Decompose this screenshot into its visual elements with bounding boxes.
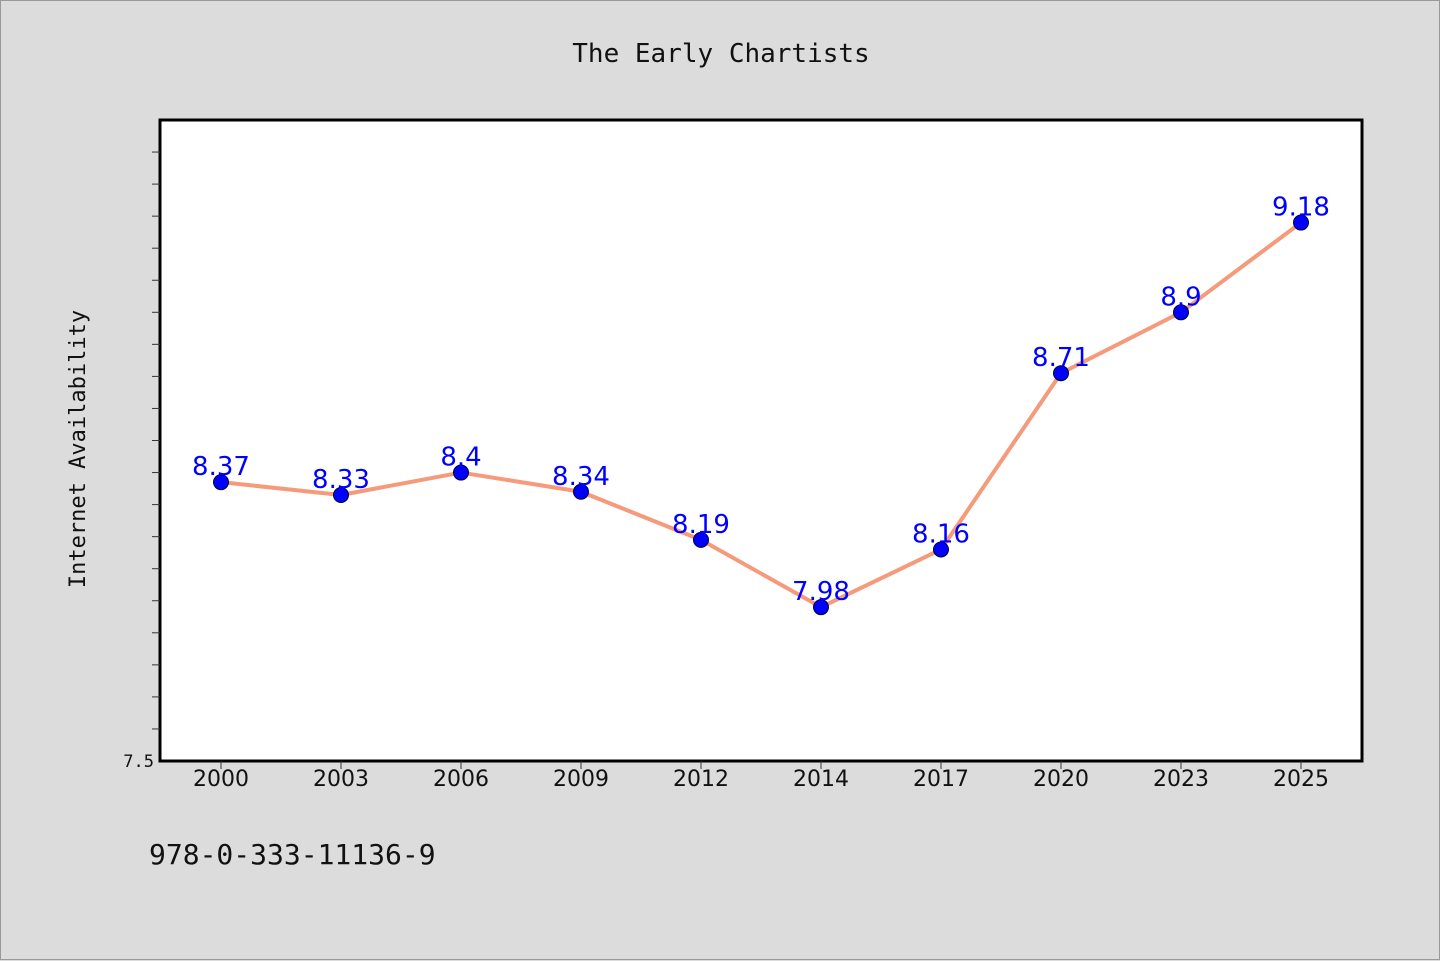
series-line <box>219 220 1303 610</box>
data-label: 8.71 <box>1032 343 1090 373</box>
chart-title: The Early Chartists <box>572 39 869 69</box>
data-point <box>813 599 829 616</box>
x-tick-label: 2020 <box>1033 767 1089 792</box>
x-tick-label: 2000 <box>193 767 249 792</box>
data-point <box>1293 214 1309 231</box>
data-point <box>693 531 709 548</box>
data-label: 9.18 <box>1272 193 1330 223</box>
data-point <box>573 483 589 500</box>
data-point <box>933 541 949 558</box>
x-tick-label: 2012 <box>673 767 729 792</box>
chart-marks: 7.5 2000 2003 2006 2009 2012 2014 2017 2020 2023 2… <box>123 151 1330 792</box>
data-point <box>1053 365 1069 382</box>
data-point <box>1173 304 1189 321</box>
data-label: 8.9 <box>1160 282 1201 312</box>
data-point <box>453 464 469 481</box>
x-tick-label: 2003 <box>313 767 369 792</box>
data-label: 8.37 <box>192 452 250 482</box>
data-point <box>213 474 229 491</box>
x-tick-label: 2017 <box>913 767 969 792</box>
x-tick-label: 2006 <box>433 767 489 792</box>
data-label: 8.19 <box>672 510 730 540</box>
x-tick-label: 2014 <box>793 767 849 792</box>
data-label: 7.98 <box>792 577 850 607</box>
footer-isbn: 978-0-333-11136-9 <box>149 838 436 871</box>
x-tick-label: 2023 <box>1153 767 1209 792</box>
y-tick-label: 7.5 <box>123 752 154 772</box>
data-point <box>333 486 349 503</box>
data-label: 8.4 <box>440 443 481 473</box>
y-axis-label: Internet Availability <box>66 310 91 588</box>
data-label: 8.33 <box>312 465 370 495</box>
x-tick-label: 2025 <box>1273 767 1329 792</box>
x-tick-label: 2009 <box>553 767 609 792</box>
plot-area <box>158 118 1364 763</box>
data-label: 8.34 <box>552 462 610 492</box>
data-label: 8.16 <box>912 519 970 549</box>
